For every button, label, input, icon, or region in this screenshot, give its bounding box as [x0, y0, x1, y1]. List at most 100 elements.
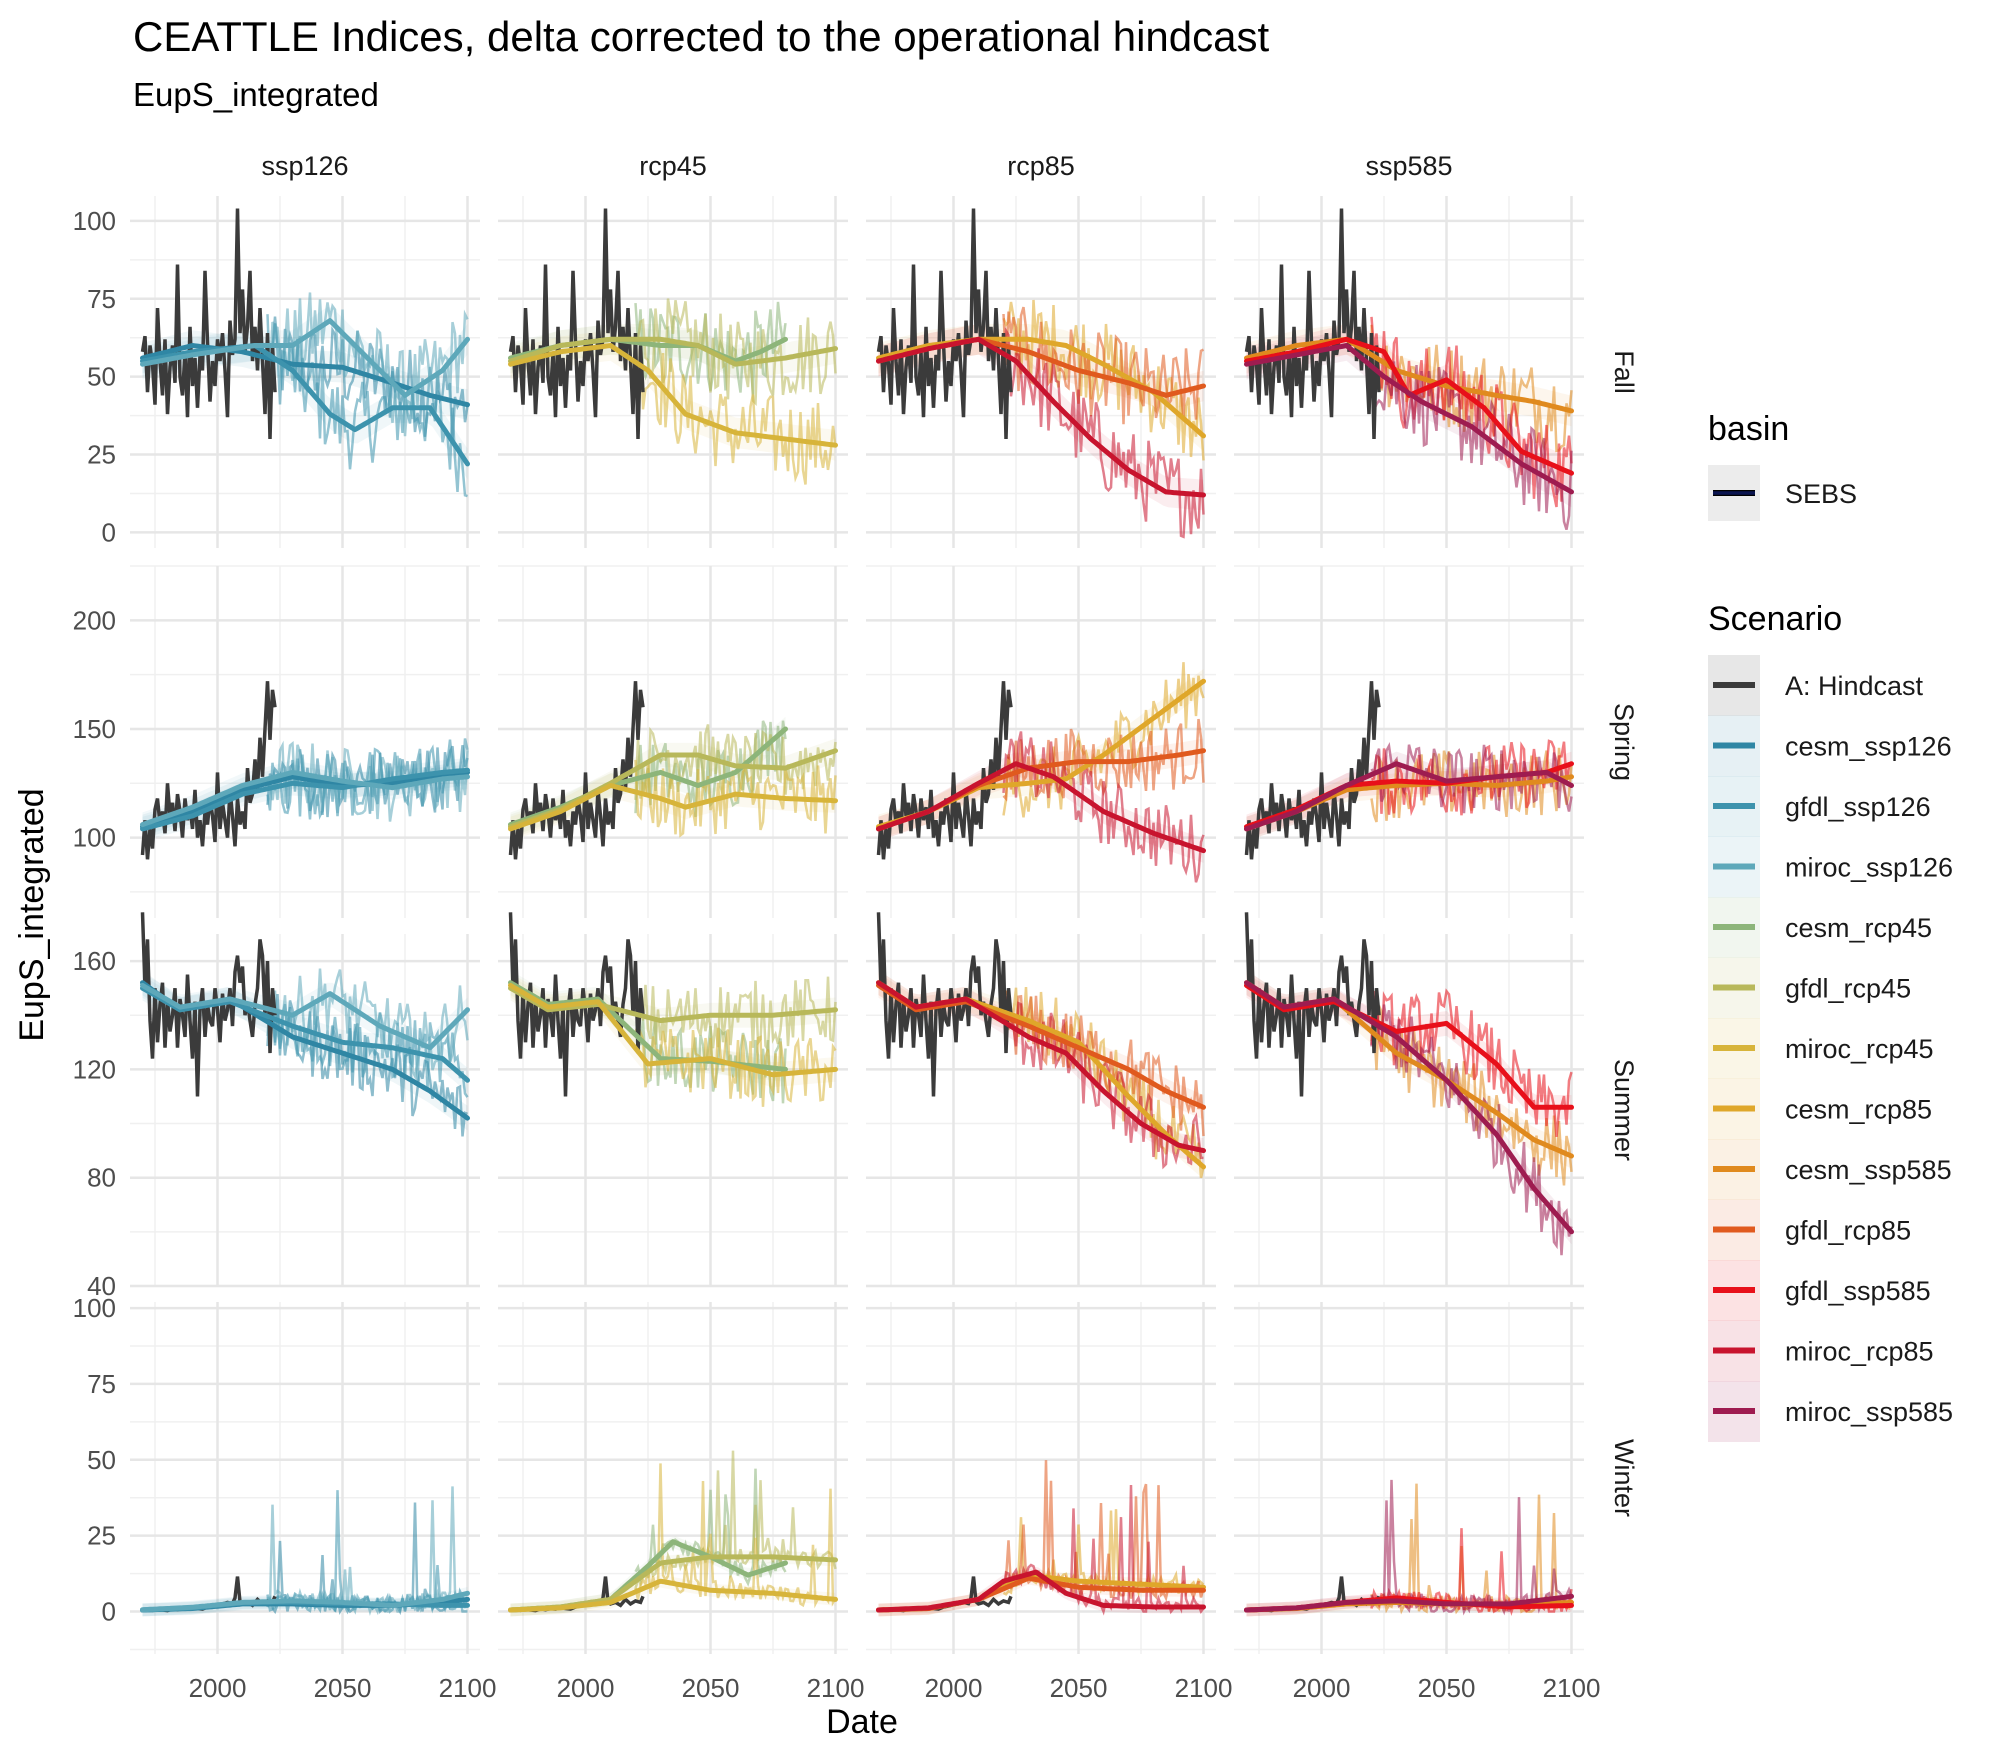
x-tick-label: 2000	[189, 1673, 247, 1703]
legend-label-miroc-rcp85: miroc_rcp85	[1785, 1337, 1934, 1367]
panel-ssp585-fall	[1234, 196, 1584, 548]
y-tick-label: 200	[73, 605, 116, 635]
smooth-line-miroc_rcp85	[876, 1569, 1206, 1613]
raw-series-gfdl_ssp585	[1370, 988, 1573, 1138]
strip-label-spring: Spring	[1609, 703, 1639, 781]
y-tick-label: 80	[87, 1163, 116, 1193]
y-tick-label: 75	[87, 1369, 116, 1399]
smooth-line-gfdl_rcp85	[876, 982, 1206, 1110]
x-tick-label: 2000	[1293, 1673, 1351, 1703]
panel-ssp126-winter	[130, 1302, 480, 1654]
legend-title-scenario: Scenario	[1708, 600, 1842, 638]
panel-ssp585-winter	[1234, 1302, 1584, 1654]
panel-ssp585-spring	[1234, 565, 1584, 918]
y-tick-label: 40	[87, 1271, 116, 1301]
strip-label-ssp126: ssp126	[261, 151, 348, 181]
smooth-line-cesm_ssp585	[1244, 336, 1574, 414]
smooth-line-miroc_rcp45	[508, 1578, 838, 1613]
hindcast-line	[140, 912, 277, 1097]
panel-ssp126-spring	[130, 565, 480, 918]
raw-series-miroc_rcp85	[1002, 731, 1205, 883]
raw-series-miroc_rcp85	[1002, 326, 1205, 539]
legend-title-basin: basin	[1708, 410, 1789, 448]
smooth-line-gfdl_ssp126	[140, 767, 470, 832]
y-axis-title: EupS_integrated	[13, 788, 51, 1041]
strip-label-rcp45: rcp45	[639, 151, 707, 181]
hindcast-line	[1244, 208, 1381, 440]
smooth-line-gfdl_rcp45	[508, 336, 838, 367]
smooth-line-miroc_rcp45	[508, 783, 838, 832]
raw-series-miroc_ssp126	[266, 1486, 468, 1617]
smooth-line-miroc_rcp45	[508, 343, 838, 448]
raw-series-cesm_rcp45	[634, 1468, 787, 1587]
panel-rcp45-fall	[498, 196, 848, 548]
y-tick-label: 100	[73, 823, 116, 853]
strip-label-winter: Winter	[1609, 1439, 1639, 1517]
smooth-line-miroc_ssp126	[140, 318, 470, 398]
raw-series-miroc_rcp85	[1002, 995, 1204, 1170]
panel-rcp45-summer	[498, 912, 848, 1288]
legend-label-a-hindcast: A: Hindcast	[1785, 671, 1924, 701]
chart-subtitle: EupS_integrated	[133, 76, 379, 113]
panels-layer: Fall 0 25 50 75 100 ssp126 rcp45 rcp85 ssp585 Spri…	[73, 151, 1639, 1703]
x-tick-label: 2050	[1050, 1673, 1108, 1703]
smooth-line-miroc_ssp126	[140, 982, 470, 1051]
y-tick-label: 150	[73, 714, 116, 744]
panel-rcp85-winter	[866, 1302, 1216, 1654]
strip-label-rcp85: rcp85	[1007, 151, 1075, 181]
smooth-line-gfdl_ssp126	[140, 985, 470, 1083]
y-tick-label: 50	[87, 1445, 116, 1475]
legend-label-cesm-ssp585: cesm_ssp585	[1785, 1155, 1952, 1185]
x-tick-label: 2050	[682, 1673, 740, 1703]
strip-label-summer: Summer	[1609, 1059, 1639, 1161]
legend-label-gfdl-ssp585: gfdl_ssp585	[1785, 1276, 1931, 1306]
legend-label-gfdl-rcp85: gfdl_rcp85	[1785, 1216, 1911, 1246]
legend: basin SEBS Scenario A: Hindcast cesm_ssp126g…	[1708, 410, 1953, 1442]
hindcast-line	[508, 208, 645, 440]
y-tick-label: 100	[73, 206, 116, 236]
smooth-line-gfdl_rcp45	[508, 985, 838, 1024]
strip-label-ssp585: ssp585	[1365, 151, 1452, 181]
hindcast-line	[876, 912, 1013, 1097]
smooth-line-miroc_rcp85	[876, 336, 1206, 498]
smooth-line-miroc_ssp126	[140, 1590, 470, 1613]
x-tick-label: 2100	[807, 1673, 865, 1703]
legend-label-cesm-rcp85: cesm_rcp85	[1785, 1095, 1932, 1125]
panel-rcp85-fall	[866, 196, 1216, 548]
legend-label-miroc-ssp585: miroc_ssp585	[1785, 1397, 1953, 1427]
raw-series-miroc_ssp126	[267, 292, 469, 437]
smooth-line-miroc_ssp585	[1244, 980, 1574, 1235]
strip-label-fall: Fall	[1609, 350, 1639, 394]
legend-label-miroc-rcp45: miroc_rcp45	[1785, 1034, 1934, 1064]
raw-series-miroc_rcp45	[634, 759, 837, 838]
smooth-line-miroc_rcp85	[876, 761, 1206, 854]
y-tick-label: 25	[87, 1521, 116, 1551]
smooth-line-gfdl_ssp585	[1244, 982, 1574, 1110]
raw-series-gfdl_ssp126	[266, 738, 469, 820]
smooth-line-gfdl_ssp126	[140, 343, 470, 467]
smooth-line-miroc_rcp45	[508, 982, 838, 1078]
legend-label-sebs: SEBS	[1785, 479, 1857, 509]
raw-series-gfdl_rcp45	[634, 298, 837, 406]
y-tick-label: 120	[73, 1054, 116, 1084]
smooth-line-miroc_ssp585	[1244, 1593, 1574, 1613]
raw-series-cesm_ssp126	[266, 990, 468, 1137]
smooth-line-miroc_ssp126	[140, 769, 470, 828]
panel-rcp45-winter	[498, 1302, 848, 1654]
x-tick-label: 2050	[314, 1673, 372, 1703]
legend-label-gfdl-rcp45: gfdl_rcp45	[1785, 974, 1911, 1004]
panel-ssp126-fall	[130, 196, 480, 548]
legend-label-gfdl-ssp126: gfdl_ssp126	[1785, 792, 1931, 822]
panel-ssp126-summer	[130, 912, 480, 1288]
panel-rcp85-spring	[866, 565, 1216, 918]
panel-rcp45-spring	[498, 565, 848, 918]
y-tick-label: 0	[102, 517, 116, 547]
x-tick-label: 2100	[1543, 1673, 1601, 1703]
legend-label-miroc-ssp126: miroc_ssp126	[1785, 853, 1953, 883]
y-tick-label: 100	[73, 1293, 116, 1323]
x-axis-title: Date	[826, 1703, 898, 1741]
smooth-line-miroc_ssp585	[1244, 343, 1574, 495]
chart-title: CEATTLE Indices, delta corrected to the …	[133, 13, 1270, 60]
raw-series-gfdl_ssp126	[266, 1003, 469, 1098]
